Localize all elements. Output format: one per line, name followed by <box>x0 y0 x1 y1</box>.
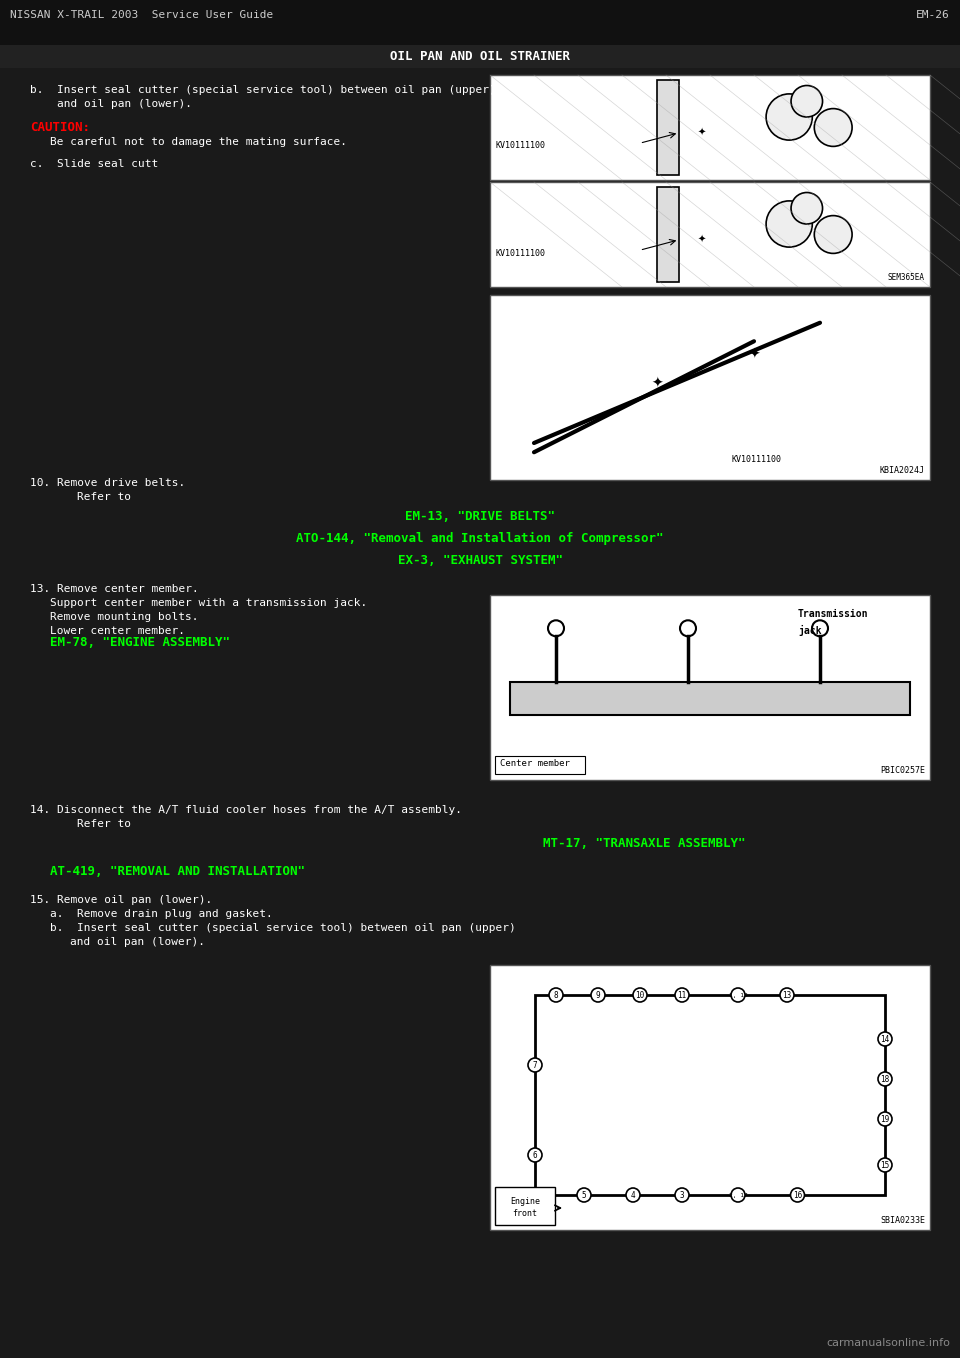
Text: CAUTION:: CAUTION: <box>30 121 90 134</box>
Bar <box>495 756 585 774</box>
Text: EM-26: EM-26 <box>916 10 950 20</box>
Text: 2, 17: 2, 17 <box>729 1192 748 1198</box>
Text: Be careful not to damage the mating surface.: Be careful not to damage the mating surf… <box>50 137 347 147</box>
Circle shape <box>766 94 812 140</box>
Text: Engine: Engine <box>510 1198 540 1206</box>
Text: KV10111100: KV10111100 <box>495 249 545 258</box>
Text: EM-78, "ENGINE ASSEMBLY": EM-78, "ENGINE ASSEMBLY" <box>50 636 230 649</box>
Text: 9: 9 <box>596 990 600 999</box>
Text: ✦: ✦ <box>697 235 706 244</box>
Bar <box>495 1187 555 1225</box>
Text: 5: 5 <box>582 1191 587 1199</box>
Text: 6: 6 <box>533 1150 538 1160</box>
Text: Lower center member.: Lower center member. <box>50 626 185 636</box>
Circle shape <box>878 1071 892 1086</box>
Bar <box>510 682 910 716</box>
Text: EX-3, "EXHAUST SYSTEM": EX-3, "EXHAUST SYSTEM" <box>397 554 563 568</box>
Text: front: front <box>513 1210 538 1218</box>
Text: 14. Disconnect the A/T fluid cooler hoses from the A/T assembly.: 14. Disconnect the A/T fluid cooler hose… <box>30 805 462 815</box>
Text: NISSAN X-TRAIL 2003  Service User Guide: NISSAN X-TRAIL 2003 Service User Guide <box>10 10 274 20</box>
Text: jack: jack <box>798 625 822 636</box>
Circle shape <box>548 621 564 637</box>
Text: c.  Slide seal cutt: c. Slide seal cutt <box>30 159 158 168</box>
Text: ✦: ✦ <box>697 128 706 137</box>
Circle shape <box>766 201 812 247</box>
Circle shape <box>780 989 794 1002</box>
Circle shape <box>626 1188 640 1202</box>
Circle shape <box>549 989 563 1002</box>
Circle shape <box>878 1158 892 1172</box>
Circle shape <box>878 1112 892 1126</box>
Bar <box>490 182 930 287</box>
Text: 10: 10 <box>636 990 644 999</box>
Circle shape <box>675 989 689 1002</box>
Text: and oil pan (lower).: and oil pan (lower). <box>70 937 205 947</box>
Text: ATO-144, "Removal and Installation of Compressor": ATO-144, "Removal and Installation of Co… <box>297 532 663 545</box>
Circle shape <box>675 1188 689 1202</box>
Text: OIL PAN AND OIL STRAINER: OIL PAN AND OIL STRAINER <box>390 49 570 62</box>
Circle shape <box>814 109 852 147</box>
Bar <box>0 0 960 45</box>
Text: 11: 11 <box>678 990 686 999</box>
Circle shape <box>528 1058 542 1071</box>
Text: 18: 18 <box>880 1074 890 1084</box>
Text: and oil pan (lower).: and oil pan (lower). <box>30 99 192 109</box>
Text: 13: 13 <box>782 990 792 999</box>
Text: carmanualsonline.info: carmanualsonline.info <box>827 1338 950 1348</box>
Text: 1, 12: 1, 12 <box>729 993 748 998</box>
Text: KV10111100: KV10111100 <box>732 455 782 463</box>
Text: 3: 3 <box>680 1191 684 1199</box>
Circle shape <box>791 86 823 117</box>
Bar <box>490 75 930 181</box>
Text: Transmission: Transmission <box>798 610 869 619</box>
Text: PBIC0257E: PBIC0257E <box>880 766 925 775</box>
Text: 19: 19 <box>880 1115 890 1123</box>
Circle shape <box>528 1148 542 1162</box>
Circle shape <box>680 621 696 637</box>
Text: Refer to: Refer to <box>50 819 131 828</box>
Text: Center member: Center member <box>500 759 570 769</box>
Text: SEM365EA: SEM365EA <box>888 273 925 282</box>
Text: 15. Remove oil pan (lower).: 15. Remove oil pan (lower). <box>30 895 212 904</box>
Bar <box>490 595 930 779</box>
Text: 14: 14 <box>880 1035 890 1043</box>
Circle shape <box>812 621 828 637</box>
Text: AT-419, "REMOVAL AND INSTALLATION": AT-419, "REMOVAL AND INSTALLATION" <box>50 865 305 879</box>
Text: 15: 15 <box>880 1161 890 1169</box>
Text: b.  Insert seal cutter (special service tool) between oil pan (upper): b. Insert seal cutter (special service t… <box>50 923 516 933</box>
Text: KV10111100: KV10111100 <box>495 141 545 151</box>
Text: EM-13, "DRIVE BELTS": EM-13, "DRIVE BELTS" <box>405 511 555 523</box>
Text: 7: 7 <box>533 1061 538 1070</box>
Bar <box>535 995 885 1195</box>
Bar <box>490 966 930 1230</box>
Text: 4: 4 <box>631 1191 636 1199</box>
Circle shape <box>633 989 647 1002</box>
Text: 16: 16 <box>793 1191 803 1199</box>
Text: KBIA2024J: KBIA2024J <box>880 466 925 475</box>
Text: Remove mounting bolts.: Remove mounting bolts. <box>50 612 199 622</box>
Text: MT-17, "TRANSAXLE ASSEMBLY": MT-17, "TRANSAXLE ASSEMBLY" <box>542 837 745 850</box>
Text: Support center member with a transmission jack.: Support center member with a transmissio… <box>50 598 368 608</box>
Circle shape <box>790 1188 804 1202</box>
Circle shape <box>791 193 823 224</box>
Text: a.  Remove drain plug and gasket.: a. Remove drain plug and gasket. <box>50 909 273 919</box>
Text: ✦: ✦ <box>652 376 663 391</box>
Text: Refer to: Refer to <box>50 492 131 502</box>
Bar <box>658 80 680 175</box>
Bar <box>658 187 680 281</box>
Circle shape <box>591 989 605 1002</box>
Text: b.  Insert seal cutter (special service tool) between oil pan (upper): b. Insert seal cutter (special service t… <box>30 86 495 95</box>
Circle shape <box>577 1188 591 1202</box>
Circle shape <box>878 1032 892 1046</box>
Circle shape <box>731 989 745 1002</box>
Circle shape <box>814 216 852 254</box>
Bar <box>490 295 930 479</box>
Circle shape <box>731 1188 745 1202</box>
Bar <box>0 45 960 68</box>
Text: 13. Remove center member.: 13. Remove center member. <box>30 584 199 593</box>
Text: 10. Remove drive belts.: 10. Remove drive belts. <box>30 478 185 488</box>
Text: ✦: ✦ <box>748 348 759 361</box>
Text: 8: 8 <box>554 990 559 999</box>
Text: SBIA0233E: SBIA0233E <box>880 1215 925 1225</box>
